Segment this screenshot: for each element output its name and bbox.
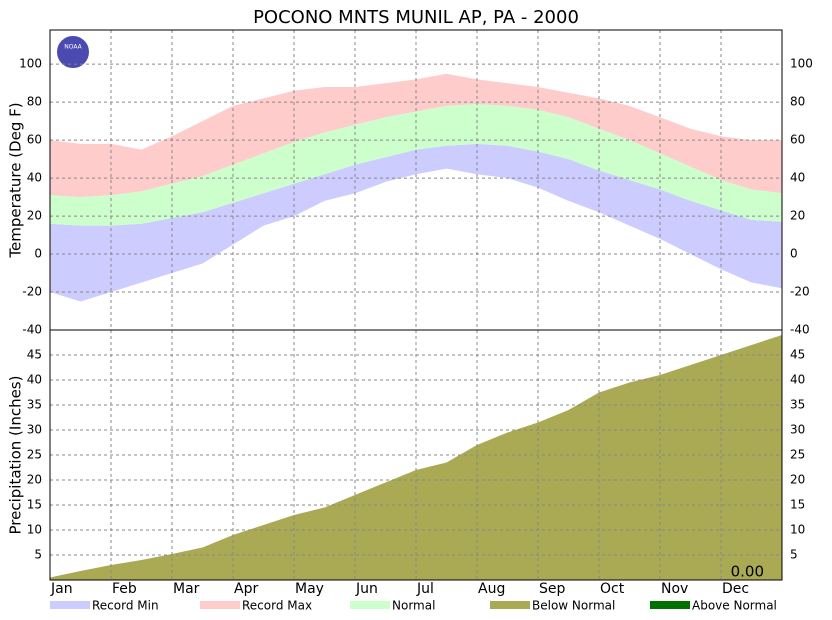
legend-label: Record Min bbox=[92, 599, 159, 613]
y-tick-label: 15 bbox=[27, 498, 42, 512]
y-tick-label: 20 bbox=[27, 209, 42, 223]
legend-swatch bbox=[490, 601, 530, 609]
y-tick-label: 100 bbox=[19, 57, 42, 71]
x-tick-label: Feb bbox=[112, 581, 137, 597]
record-min-band bbox=[50, 143, 782, 302]
y-tick-label-right: 25 bbox=[790, 448, 805, 462]
y-tick-label-right: 20 bbox=[790, 209, 805, 223]
y-tick-label: 30 bbox=[27, 423, 42, 437]
legend-label: Above Normal bbox=[692, 599, 777, 613]
y-tick-label-right: 80 bbox=[790, 95, 805, 109]
legend-label: Normal bbox=[392, 599, 435, 613]
annotation: 0.00 bbox=[731, 563, 764, 581]
x-tick-label: Mar bbox=[173, 581, 200, 597]
x-tick-label: Aug bbox=[478, 581, 505, 597]
y-tick-label-right: 5 bbox=[790, 548, 798, 562]
x-tick-label: Jun bbox=[355, 581, 378, 597]
y-tick-label-right: 40 bbox=[790, 171, 805, 185]
x-tick-label: Apr bbox=[234, 581, 258, 597]
x-tick-label: Jul bbox=[416, 581, 434, 597]
y-tick-label: -40 bbox=[22, 323, 42, 337]
y-tick-label: -20 bbox=[22, 285, 42, 299]
y-tick-label-right: 40 bbox=[790, 373, 805, 387]
y-tick-label-right: -40 bbox=[790, 323, 810, 337]
y-tick-label-right: 10 bbox=[790, 523, 805, 537]
y-tick-label: 5 bbox=[34, 548, 42, 562]
logo bbox=[55, 34, 91, 70]
logo-text: NOAA bbox=[64, 44, 82, 51]
y-axis-title: Temperature (Deg F) bbox=[7, 102, 25, 258]
y-tick-label: 0 bbox=[34, 247, 42, 261]
y-tick-label-right: 20 bbox=[790, 473, 805, 487]
legend-swatch bbox=[50, 601, 90, 609]
legend-swatch bbox=[200, 601, 240, 609]
y-tick-label-right: 60 bbox=[790, 133, 805, 147]
y-tick-label: 35 bbox=[27, 398, 42, 412]
chart-title: POCONO MNTS MUNIL AP, PA - 2000 bbox=[253, 7, 579, 28]
y-tick-label-right: 100 bbox=[790, 57, 813, 71]
legend-swatch bbox=[650, 601, 690, 609]
y-tick-label: 45 bbox=[27, 348, 42, 362]
legend-label: Below Normal bbox=[532, 599, 615, 613]
y-tick-label-right: 0 bbox=[790, 247, 798, 261]
y-tick-label-right: 45 bbox=[790, 348, 805, 362]
y-axis-title: Precipitation (Inches) bbox=[7, 376, 25, 535]
x-tick-label: May bbox=[295, 581, 324, 597]
y-tick-label: 60 bbox=[27, 133, 42, 147]
legend-swatch bbox=[350, 601, 390, 609]
y-tick-label: 80 bbox=[27, 95, 42, 109]
y-tick-label: 40 bbox=[27, 171, 42, 185]
y-tick-label: 40 bbox=[27, 373, 42, 387]
x-tick-label: Dec bbox=[722, 581, 749, 597]
x-tick-label: Nov bbox=[661, 581, 688, 597]
y-tick-label-right: 15 bbox=[790, 498, 805, 512]
y-tick-label-right: 30 bbox=[790, 423, 805, 437]
y-tick-label: 10 bbox=[27, 523, 42, 537]
y-tick-label-right: -20 bbox=[790, 285, 810, 299]
y-tick-label: 20 bbox=[27, 473, 42, 487]
x-tick-label: Sep bbox=[539, 581, 566, 597]
legend-label: Record Max bbox=[242, 599, 312, 613]
y-tick-label-right: 35 bbox=[790, 398, 805, 412]
y-tick-label: 25 bbox=[27, 448, 42, 462]
x-tick-label: Jan bbox=[50, 581, 73, 597]
x-tick-label: Oct bbox=[600, 581, 625, 597]
plot-frame bbox=[49, 329, 783, 581]
